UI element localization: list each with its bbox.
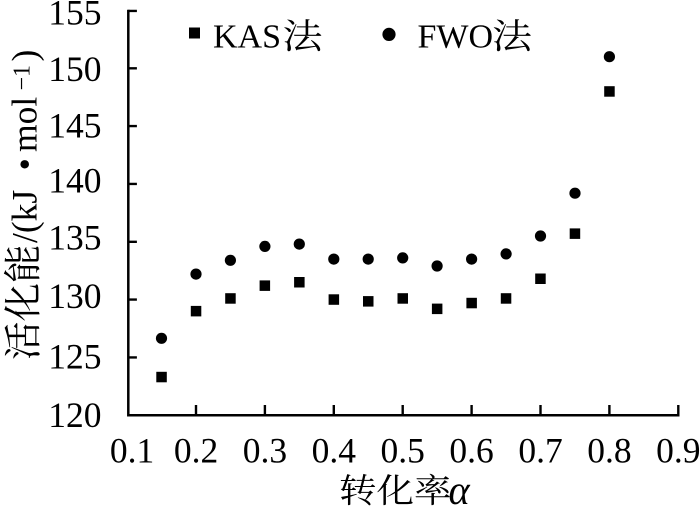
svg-text:•: • bbox=[5, 158, 45, 170]
svg-text:0.3: 0.3 bbox=[243, 431, 287, 471]
svg-text:−1: −1 bbox=[10, 65, 36, 91]
svg-text:0.5: 0.5 bbox=[381, 431, 425, 471]
svg-text:0.8: 0.8 bbox=[587, 431, 631, 471]
svg-text:135: 135 bbox=[48, 218, 101, 258]
svg-text:mol: mol bbox=[5, 97, 45, 152]
svg-text:155: 155 bbox=[48, 0, 101, 33]
svg-text:/(kJ: /(kJ bbox=[5, 190, 45, 243]
svg-text:0.2: 0.2 bbox=[174, 431, 218, 471]
svg-text:145: 145 bbox=[48, 105, 101, 145]
svg-text:0.6: 0.6 bbox=[449, 431, 493, 471]
svg-text:150: 150 bbox=[48, 49, 101, 89]
svg-text:): ) bbox=[5, 50, 45, 62]
svg-text:120: 120 bbox=[48, 395, 101, 435]
svg-text:140: 140 bbox=[48, 161, 101, 201]
svg-text:0.4: 0.4 bbox=[312, 431, 357, 471]
svg-text:130: 130 bbox=[48, 276, 101, 316]
svg-text:0.1: 0.1 bbox=[110, 431, 154, 471]
svg-text:FWO: FWO bbox=[418, 19, 494, 56]
svg-text:125: 125 bbox=[48, 337, 101, 377]
svg-text:0.9: 0.9 bbox=[656, 431, 700, 471]
svg-text:KAS: KAS bbox=[213, 19, 281, 56]
svg-text:0.7: 0.7 bbox=[518, 431, 562, 471]
